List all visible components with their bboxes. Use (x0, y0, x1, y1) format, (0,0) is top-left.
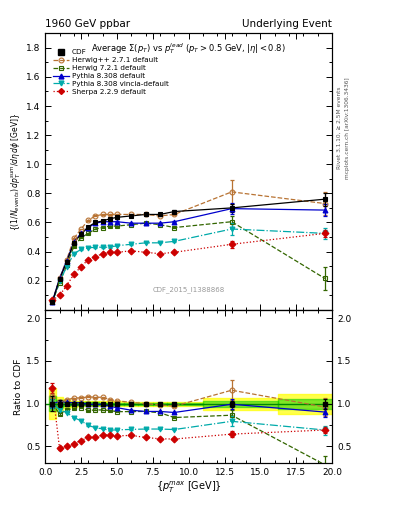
Text: mcplots.cern.ch [arXiv:1306.3436]: mcplots.cern.ch [arXiv:1306.3436] (345, 77, 350, 179)
Text: Average $\Sigma(p_T)$ vs $p_T^{lead}$ ($p_T > 0.5$ GeV, $|\eta| < 0.8$): Average $\Sigma(p_T)$ vs $p_T^{lead}$ ($… (91, 41, 286, 56)
Legend: CDF, Herwig++ 2.7.1 default, Herwig 7.2.1 default, Pythia 8.308 default, Pythia : CDF, Herwig++ 2.7.1 default, Herwig 7.2.… (51, 48, 170, 96)
Y-axis label: $\{(1/N_{events})\, dp_T^{sum}/d\eta\, d\phi$ [GeV]$\}$: $\{(1/N_{events})\, dp_T^{sum}/d\eta\, d… (10, 112, 23, 231)
Text: CDF_2015_I1388868: CDF_2015_I1388868 (152, 286, 225, 293)
Y-axis label: Ratio to CDF: Ratio to CDF (14, 358, 23, 415)
Text: Rivet 3.1.10, ≥ 2.5M events: Rivet 3.1.10, ≥ 2.5M events (337, 87, 342, 169)
X-axis label: $\{p_T^{max}$ [GeV]$\}$: $\{p_T^{max}$ [GeV]$\}$ (156, 480, 222, 496)
Text: Underlying Event: Underlying Event (242, 19, 332, 29)
Text: 1960 GeV ppbar: 1960 GeV ppbar (45, 19, 130, 29)
